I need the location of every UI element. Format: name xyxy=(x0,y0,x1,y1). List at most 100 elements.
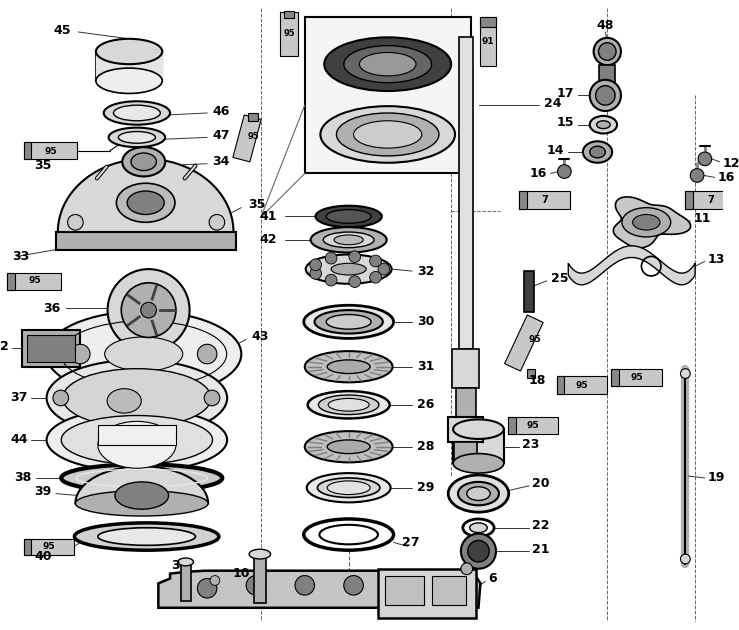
Ellipse shape xyxy=(96,68,163,93)
Polygon shape xyxy=(75,466,208,503)
Bar xyxy=(527,369,535,379)
Ellipse shape xyxy=(319,395,379,415)
Text: 34: 34 xyxy=(212,155,229,168)
Circle shape xyxy=(349,276,361,287)
Circle shape xyxy=(378,263,389,275)
Text: 95: 95 xyxy=(28,277,41,285)
Circle shape xyxy=(121,283,176,338)
Text: 95: 95 xyxy=(630,373,643,382)
Circle shape xyxy=(325,274,337,286)
Ellipse shape xyxy=(249,549,270,559)
Ellipse shape xyxy=(470,523,487,532)
Circle shape xyxy=(67,214,84,230)
Ellipse shape xyxy=(127,191,164,214)
Bar xyxy=(248,113,258,121)
Polygon shape xyxy=(613,197,691,248)
Circle shape xyxy=(468,541,489,562)
Bar xyxy=(508,418,516,434)
Text: 95: 95 xyxy=(529,335,542,344)
Ellipse shape xyxy=(318,478,380,498)
Bar xyxy=(304,18,471,173)
Ellipse shape xyxy=(458,482,499,505)
Text: 10: 10 xyxy=(233,567,250,580)
Circle shape xyxy=(596,86,615,105)
Text: 30: 30 xyxy=(417,316,435,328)
Text: 32: 32 xyxy=(417,265,435,278)
Bar xyxy=(24,539,32,555)
Ellipse shape xyxy=(63,369,211,427)
Bar xyxy=(505,315,543,371)
Text: 33: 33 xyxy=(12,250,30,263)
Ellipse shape xyxy=(107,389,141,413)
Ellipse shape xyxy=(304,306,394,338)
Ellipse shape xyxy=(131,153,157,171)
Text: 7: 7 xyxy=(542,195,548,205)
Text: 95: 95 xyxy=(527,421,539,430)
Ellipse shape xyxy=(61,464,222,491)
Circle shape xyxy=(246,576,266,595)
Ellipse shape xyxy=(328,398,370,411)
Ellipse shape xyxy=(46,311,242,397)
Ellipse shape xyxy=(353,121,422,148)
Text: 13: 13 xyxy=(708,253,725,266)
Circle shape xyxy=(256,574,266,583)
Text: 23: 23 xyxy=(522,438,539,451)
Ellipse shape xyxy=(327,360,370,374)
Ellipse shape xyxy=(334,235,364,244)
Ellipse shape xyxy=(96,39,163,64)
Text: 25: 25 xyxy=(551,272,568,285)
Text: 15: 15 xyxy=(556,117,574,129)
Ellipse shape xyxy=(103,101,170,125)
Circle shape xyxy=(349,251,361,263)
Ellipse shape xyxy=(75,491,208,516)
Text: 95: 95 xyxy=(43,542,55,551)
Text: 91: 91 xyxy=(482,37,494,46)
Bar xyxy=(280,13,298,56)
Ellipse shape xyxy=(596,121,610,129)
Bar xyxy=(520,191,571,209)
Circle shape xyxy=(108,269,190,351)
Text: 31: 31 xyxy=(417,360,435,373)
Bar xyxy=(98,425,176,445)
Ellipse shape xyxy=(323,232,374,248)
Text: 29: 29 xyxy=(417,481,435,495)
Text: 35: 35 xyxy=(248,198,265,211)
Ellipse shape xyxy=(316,206,382,227)
Ellipse shape xyxy=(344,45,432,83)
Ellipse shape xyxy=(453,420,504,439)
Ellipse shape xyxy=(453,454,504,473)
Text: 18: 18 xyxy=(528,374,545,387)
Ellipse shape xyxy=(307,473,391,502)
Text: 42: 42 xyxy=(260,233,277,246)
Bar xyxy=(685,191,736,209)
Ellipse shape xyxy=(590,146,605,158)
Ellipse shape xyxy=(47,360,227,436)
Ellipse shape xyxy=(178,558,194,566)
Bar xyxy=(432,576,466,605)
Circle shape xyxy=(370,255,381,267)
Circle shape xyxy=(344,576,364,595)
Circle shape xyxy=(681,369,690,379)
Ellipse shape xyxy=(47,408,227,472)
Polygon shape xyxy=(96,52,163,81)
Text: 44: 44 xyxy=(10,433,27,447)
Bar xyxy=(27,335,75,362)
Text: 16: 16 xyxy=(718,171,735,184)
Text: 11: 11 xyxy=(693,212,711,225)
Ellipse shape xyxy=(324,37,451,91)
Bar xyxy=(56,232,236,249)
Circle shape xyxy=(310,268,321,279)
Bar xyxy=(480,18,496,27)
Circle shape xyxy=(461,563,473,575)
Circle shape xyxy=(310,259,321,271)
Text: 43: 43 xyxy=(251,330,268,343)
Bar xyxy=(385,576,423,605)
Ellipse shape xyxy=(306,255,392,284)
Ellipse shape xyxy=(304,351,392,382)
Text: 36: 36 xyxy=(44,302,61,314)
Bar xyxy=(556,377,607,394)
Ellipse shape xyxy=(326,314,371,329)
Bar xyxy=(254,554,266,603)
Ellipse shape xyxy=(98,528,195,546)
Text: 16: 16 xyxy=(529,167,547,180)
